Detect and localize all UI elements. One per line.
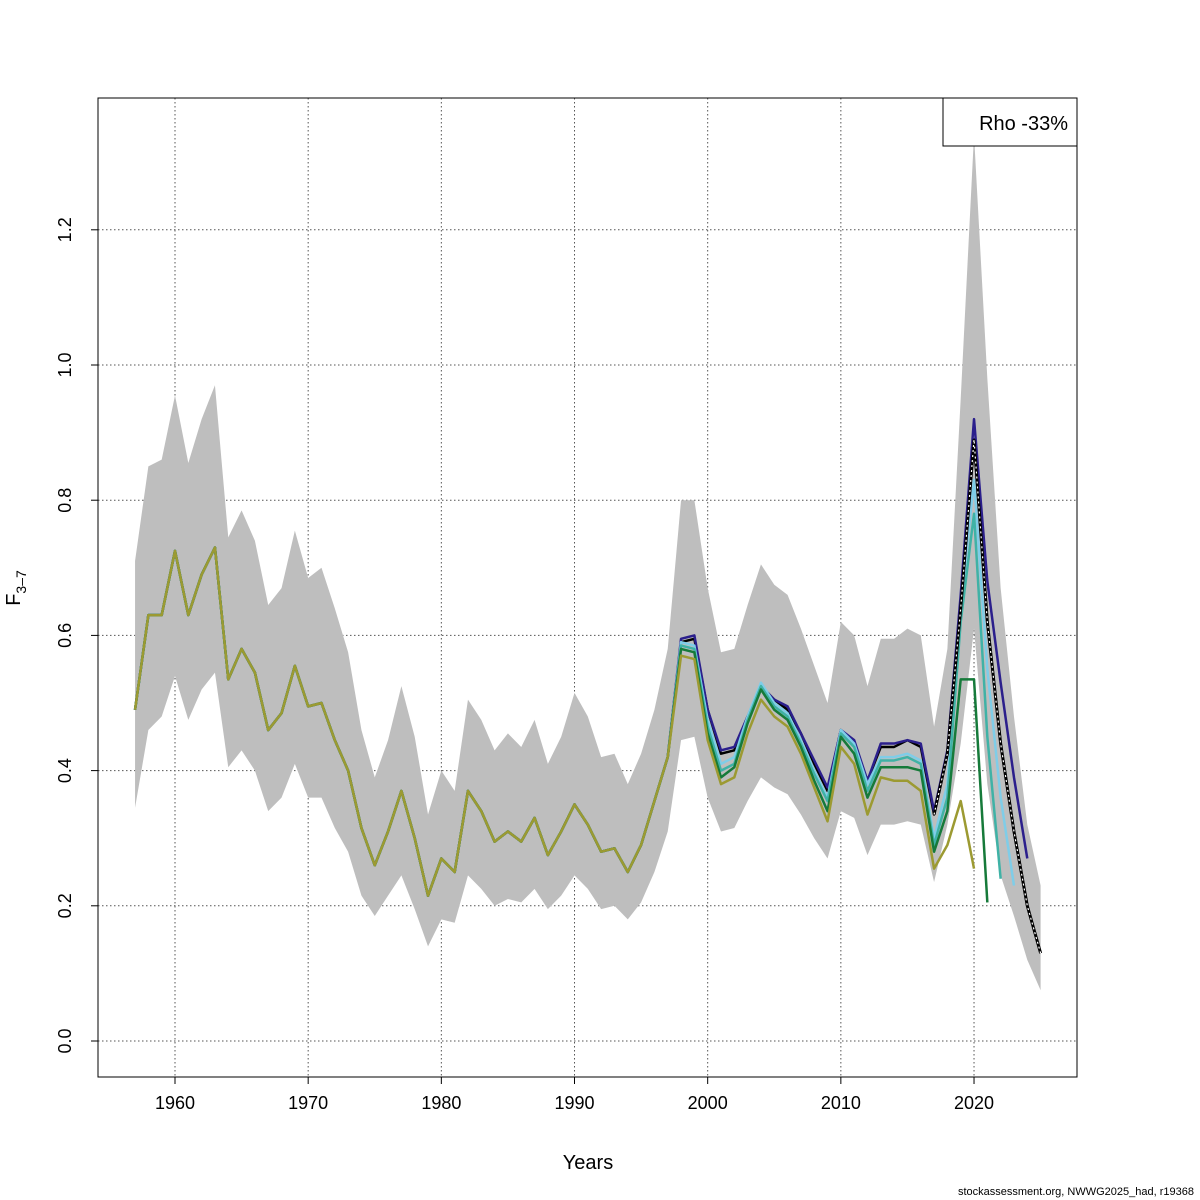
x-tick-label: 1990 xyxy=(554,1093,594,1113)
y-tick-label: 0.4 xyxy=(55,758,75,783)
y-tick-label: 1.0 xyxy=(55,352,75,377)
y-tick-label: 0.8 xyxy=(55,488,75,513)
x-tick-label: 2020 xyxy=(954,1093,994,1113)
y-axis: 0.0 0.2 0.4 0.6 0.8 1.0 1.2 xyxy=(55,217,98,1054)
legend-text: Rho -33% xyxy=(979,113,1068,135)
y-tick-label: 0.2 xyxy=(55,893,75,918)
x-tick-label: 2000 xyxy=(688,1093,728,1113)
series-line-retro-2020 xyxy=(133,546,976,897)
plot-frame xyxy=(97,97,1078,1078)
confidence-band xyxy=(135,135,1041,991)
x-tick-label: 1960 xyxy=(155,1093,195,1113)
x-tick-label: 2010 xyxy=(821,1093,861,1113)
x-tick-label: 1980 xyxy=(421,1093,461,1113)
x-axis: 1960 1970 1980 1990 2000 2010 2020 xyxy=(155,1077,994,1113)
y-axis-label-main: F xyxy=(3,594,25,606)
y-tick-label: 0.0 xyxy=(55,1028,75,1053)
legend-box xyxy=(942,97,1078,147)
x-tick-label: 1970 xyxy=(288,1093,328,1113)
x-axis-label: Years xyxy=(563,1152,613,1174)
footer-credit: stockassessment.org, NWWG2025_had, r1936… xyxy=(958,1186,1194,1198)
svg-text:F3–7: F3–7 xyxy=(3,570,29,606)
series-lines xyxy=(133,417,1043,954)
series-line-final-dash xyxy=(933,439,1042,954)
y-axis-label: F3–7 xyxy=(3,570,29,606)
y-axis-label-subscript: 3–7 xyxy=(13,570,29,594)
y-tick-label: 0.6 xyxy=(55,623,75,648)
confidence-band-area xyxy=(135,135,1041,991)
legend: Rho -33% xyxy=(942,97,1078,147)
y-tick-label: 1.2 xyxy=(55,217,75,242)
